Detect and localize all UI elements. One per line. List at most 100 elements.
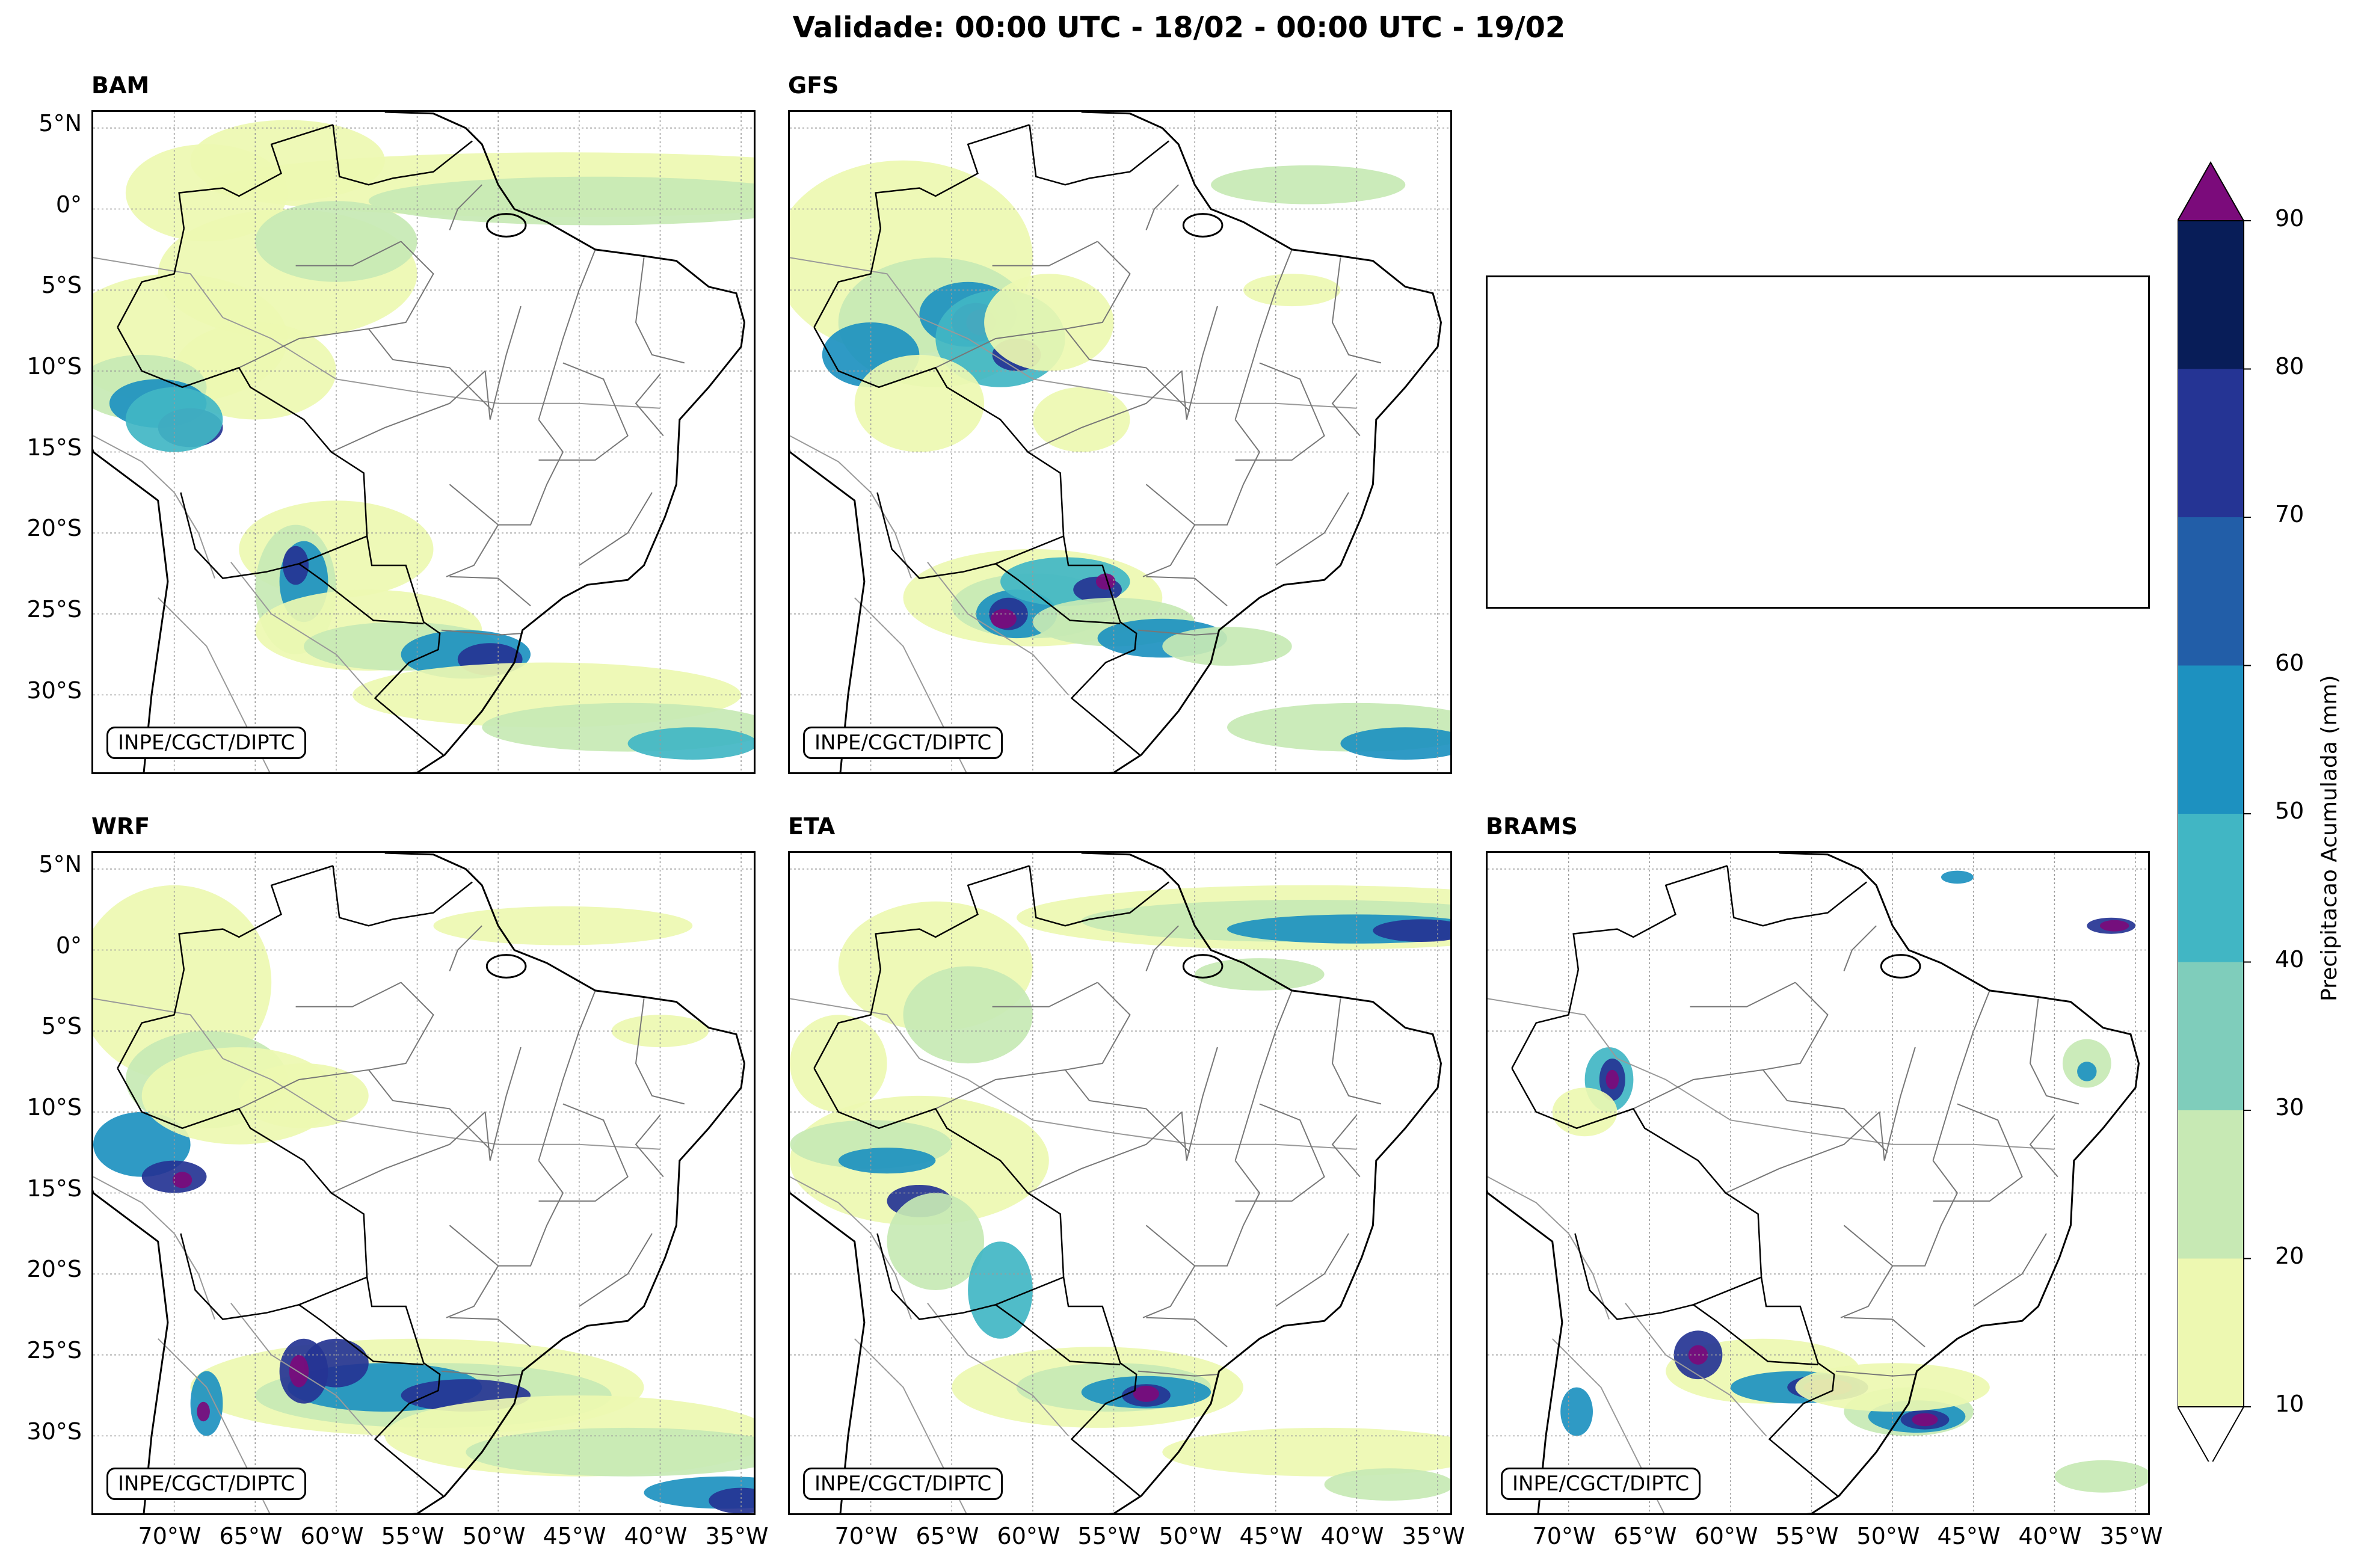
map-panel-brams: INPE/CGCT/DIPTC [1486,851,2150,1515]
lon-tick: 45°W [1937,1523,2001,1549]
colorbar-segment [2178,369,2244,517]
state-border [1973,1233,2047,1307]
country-border [876,492,996,579]
state-border [1840,1225,1894,1318]
lon-tick: 60°W [300,1523,364,1549]
state-border [368,241,434,330]
state-border [1146,576,1228,607]
state-border [635,998,685,1105]
precip-blob [289,1354,309,1388]
precip-blob [93,1111,191,1177]
colorbar-segment [2178,1258,2244,1407]
state-border [2029,998,2079,1105]
precip-blob [1032,387,1130,452]
state-border [449,1317,531,1348]
state-border [1065,241,1131,330]
colorbar-segment [2178,221,2244,369]
lat-tick: 5°S [41,1013,82,1039]
state-border [1275,1233,1349,1307]
country-border [1511,1068,1762,1277]
precip-blob [1605,1069,1619,1090]
lon-tick: 55°W [1077,1523,1141,1549]
admin-line [790,998,1357,1150]
lon-tick: 65°W [219,1523,283,1549]
marajo-island [1880,954,1921,979]
map-panel-bam: INPE/CGCT/DIPTC [91,110,756,774]
country-border [875,124,1030,229]
state-border [238,328,494,412]
map-panel-gfs: INPE/CGCT/DIPTC [788,110,1452,774]
lon-tick: 50°W [1159,1523,1222,1549]
country-border [876,1233,996,1320]
lon-tick: 50°W [1856,1523,1920,1549]
precip-blob [1340,727,1450,760]
country-border [178,124,333,229]
panel-title-wrf: WRF [91,813,150,840]
marajo-island [485,213,527,238]
colorbar-tick: 60 [2275,650,2304,676]
empty-panel [1486,275,2150,609]
precip-blob [984,274,1114,371]
map-panel-wrf: INPE/CGCT/DIPTC [91,851,756,1515]
lon-tick: 35°W [2099,1523,2163,1549]
colorbar-extend-min [2178,1406,2245,1462]
precip-blob [1211,165,1406,204]
country-border [875,865,1030,970]
coastline [790,112,1442,772]
admin-line [927,1302,1069,1437]
graticule [790,853,1450,1513]
state-border [446,484,499,577]
precipitation-layer [790,885,1450,1501]
precip-blob [2077,1062,2097,1081]
precip-blob [197,1401,210,1422]
state-border [1633,1069,1888,1153]
lon-tick: 60°W [1695,1523,1758,1549]
country-border [813,228,882,328]
state-border [1762,982,1829,1071]
state-border [1892,1160,1959,1267]
precip-blob [1162,627,1292,666]
state-border [635,257,685,364]
state-border [441,1370,523,1377]
lon-tick: 40°W [1320,1523,1384,1549]
state-border [1234,249,1293,420]
country-border [117,969,185,1069]
state-border [2029,1115,2058,1178]
country-border [117,327,368,537]
state-border [1145,925,1179,971]
lat-tick: 25°S [26,596,82,623]
state-border [449,576,531,607]
state-border [449,925,482,971]
coastline [93,853,746,1513]
panel-title-brams: BRAMS [1486,813,1578,840]
country-border [1760,1277,1838,1496]
precip-blob [1560,1387,1593,1436]
panel-title-eta: ETA [788,813,836,840]
precip-blob [172,1172,192,1188]
country-border [1572,865,1728,970]
lon-tick: 45°W [543,1523,606,1549]
map-gfs [790,112,1450,772]
map-brams [1488,853,2148,1513]
precip-blob [968,1241,1033,1339]
map-wrf [93,853,754,1513]
state-border [992,982,1098,1007]
admin-line [230,561,372,696]
colorbar-tick: 20 [2275,1243,2304,1269]
country-border [1574,1233,1694,1320]
admin-line [93,998,660,1150]
state-border [1235,1103,1325,1202]
map-panel-eta: INPE/CGCT/DIPTC [788,851,1452,1515]
country-border [1726,865,1867,927]
country-border [813,327,1065,537]
lat-tick: 0° [55,191,82,218]
lat-tick: 5°N [38,851,82,878]
state-border [331,1111,486,1194]
marajo-island [1182,213,1224,238]
precip-blob [1941,870,1974,884]
admin-line [93,1176,215,1320]
country-border [1029,125,1169,186]
colorbar-tick: 50 [2275,798,2304,824]
lon-tick: 55°W [381,1523,445,1549]
lat-tick: 20°S [26,1256,82,1282]
